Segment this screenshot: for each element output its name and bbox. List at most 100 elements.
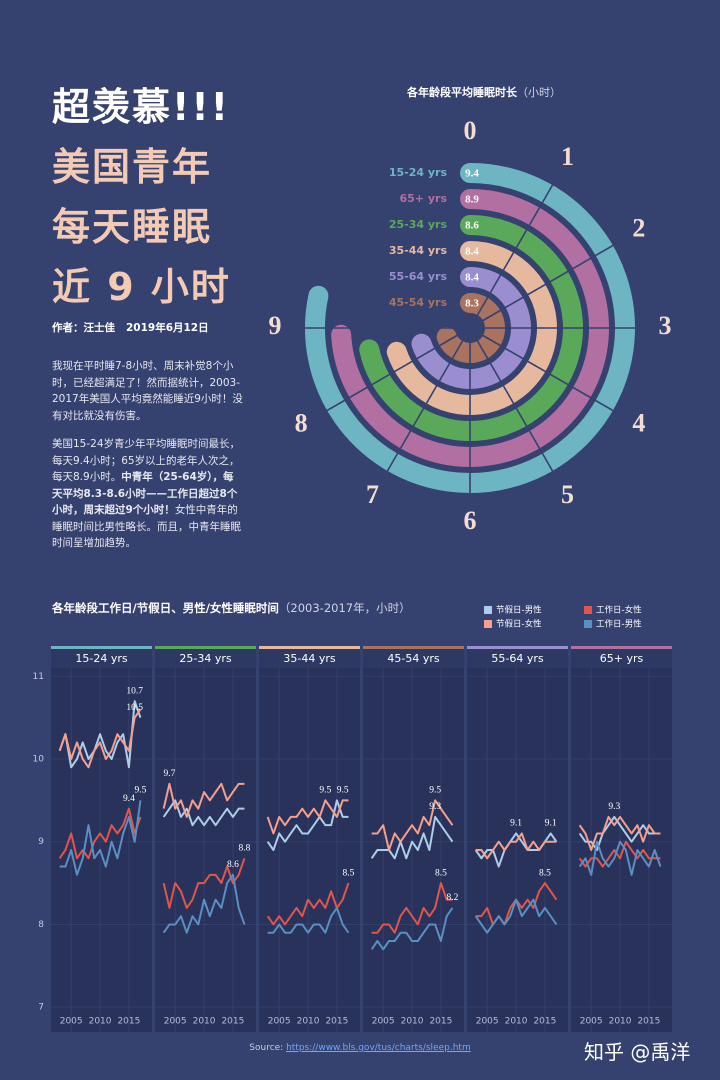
line bbox=[59, 800, 142, 876]
panel-title: 35-44 yrs bbox=[283, 652, 335, 665]
category-label: 15-24 yrs bbox=[389, 166, 448, 179]
x-tick-label: 2010 bbox=[297, 1017, 320, 1027]
panel-header bbox=[571, 648, 672, 668]
panel-title: 55-64 yrs bbox=[491, 652, 543, 665]
legend-label: 节假日-女性 bbox=[496, 619, 542, 630]
x-tick-label: 2015 bbox=[117, 1017, 140, 1027]
line bbox=[267, 906, 350, 934]
panel-header-bar bbox=[155, 646, 256, 649]
y-tick-label: 11 bbox=[33, 672, 44, 682]
panel-background bbox=[51, 668, 152, 1032]
title-line: 美国青年 bbox=[52, 145, 213, 189]
angle-tick-label: 7 bbox=[366, 480, 379, 509]
source-link[interactable]: https://www.bls.gov/tus/charts/sleep.htm bbox=[286, 1043, 471, 1053]
panel-background bbox=[467, 668, 568, 1032]
angle-tick-label: 3 bbox=[659, 311, 672, 340]
panel-header-bar bbox=[363, 646, 464, 649]
value-label: 8.5 bbox=[435, 868, 447, 878]
value-label: 8.8 bbox=[239, 843, 251, 853]
value-label: 10.7 bbox=[126, 686, 143, 696]
legend-label: 节假日-男性 bbox=[496, 605, 542, 616]
angle-tick-label: 6 bbox=[464, 506, 477, 535]
value-label: 8.4 bbox=[465, 272, 479, 284]
value-label: 8.6 bbox=[465, 220, 479, 232]
spoke bbox=[324, 334, 459, 413]
radial-bar bbox=[436, 293, 505, 363]
value-label: 8.5 bbox=[343, 868, 355, 878]
line bbox=[370, 907, 454, 951]
line bbox=[266, 799, 349, 851]
text: 女性中青年的睡眠时间比男性略长。而且，中青年睡眠时间呈增加趋势。 bbox=[52, 504, 241, 549]
title-unit: （2003-2017年，小时） bbox=[279, 601, 411, 615]
legend-swatch bbox=[584, 620, 592, 628]
radial-bar bbox=[386, 241, 557, 415]
value-label: 9.5 bbox=[319, 786, 331, 796]
title-line: 每天睡眠 bbox=[52, 205, 213, 249]
line bbox=[266, 799, 349, 835]
panel-header bbox=[155, 648, 256, 668]
value-label: 9.5 bbox=[429, 786, 441, 796]
category-label: 45-54 yrs bbox=[389, 296, 448, 309]
value-label: 8.6 bbox=[227, 860, 239, 870]
angle-tick-label: 1 bbox=[561, 142, 574, 171]
y-tick-label: 10 bbox=[33, 755, 45, 765]
y-tick-label: 9 bbox=[38, 837, 44, 847]
title-line: 近 9 小时 bbox=[52, 265, 231, 309]
x-tick-label: 2015 bbox=[325, 1017, 348, 1027]
x-tick-label: 2005 bbox=[476, 1017, 499, 1027]
panel-title: 15-24 yrs bbox=[75, 652, 127, 665]
panel-title: 25-34 yrs bbox=[179, 652, 231, 665]
panel-header-bar bbox=[51, 646, 152, 649]
value-label: 9.3 bbox=[608, 802, 620, 812]
value-label: 8.2 bbox=[447, 893, 459, 903]
x-tick-label: 2015 bbox=[637, 1017, 660, 1027]
paragraph: 美国15-24岁青少年平均睡眠时间最长，每天9.4小时；65岁以上的老年人次之，… bbox=[52, 436, 244, 552]
line bbox=[371, 799, 454, 851]
x-tick-label: 2005 bbox=[164, 1017, 187, 1027]
title-unit: （小时） bbox=[517, 86, 561, 99]
value-label: 8.5 bbox=[539, 868, 551, 878]
spoke bbox=[385, 339, 464, 474]
x-tick-label: 2010 bbox=[609, 1017, 632, 1027]
category-label: 65+ yrs bbox=[400, 192, 448, 205]
spoke bbox=[476, 182, 555, 317]
x-tick-label: 2010 bbox=[401, 1017, 424, 1027]
value-label: 9.4 bbox=[465, 168, 479, 180]
angle-tick-label: 8 bbox=[295, 408, 308, 437]
line bbox=[266, 882, 350, 926]
line bbox=[58, 807, 142, 860]
radial-bar bbox=[305, 163, 635, 493]
x-tick-label: 2015 bbox=[429, 1017, 452, 1027]
angle-tick-label: 2 bbox=[632, 213, 645, 242]
value-label: 9.7 bbox=[163, 769, 175, 779]
y-tick-label: 8 bbox=[38, 920, 44, 930]
line bbox=[162, 873, 246, 934]
panel-title: 65+ yrs bbox=[600, 652, 644, 665]
panel-title: 45-54 yrs bbox=[387, 652, 439, 665]
x-tick-label: 2005 bbox=[60, 1017, 83, 1027]
x-tick-label: 2015 bbox=[533, 1017, 556, 1027]
legend-label: 工作日-女性 bbox=[596, 605, 642, 616]
paragraph: 我现在平时睡7-8小时、周末补觉8个小时，已经超满足了！然而据统计，2003-2… bbox=[52, 360, 243, 422]
panel-background bbox=[571, 668, 672, 1032]
angle-tick-label: 5 bbox=[561, 480, 574, 509]
x-tick-label: 2010 bbox=[193, 1017, 216, 1027]
title-main: 各年龄段平均睡眠时长 bbox=[406, 85, 518, 99]
legend-label: 工作日-男性 bbox=[596, 619, 642, 630]
line bbox=[58, 708, 142, 769]
angle-tick-label: 0 bbox=[464, 116, 477, 145]
category-label: 25-34 yrs bbox=[389, 218, 448, 231]
line bbox=[578, 840, 662, 876]
value-label: 9.3 bbox=[429, 802, 441, 812]
radial-bar bbox=[331, 189, 609, 467]
panel-header-bar bbox=[259, 646, 360, 649]
source-label: Source: bbox=[249, 1043, 287, 1053]
y-tick-label: 7 bbox=[38, 1003, 44, 1013]
panel-header-bar bbox=[467, 646, 568, 649]
category-label: 55-64 yrs bbox=[389, 270, 448, 283]
line bbox=[58, 700, 142, 769]
legend-swatch bbox=[484, 606, 492, 614]
x-tick-label: 2015 bbox=[221, 1017, 244, 1027]
